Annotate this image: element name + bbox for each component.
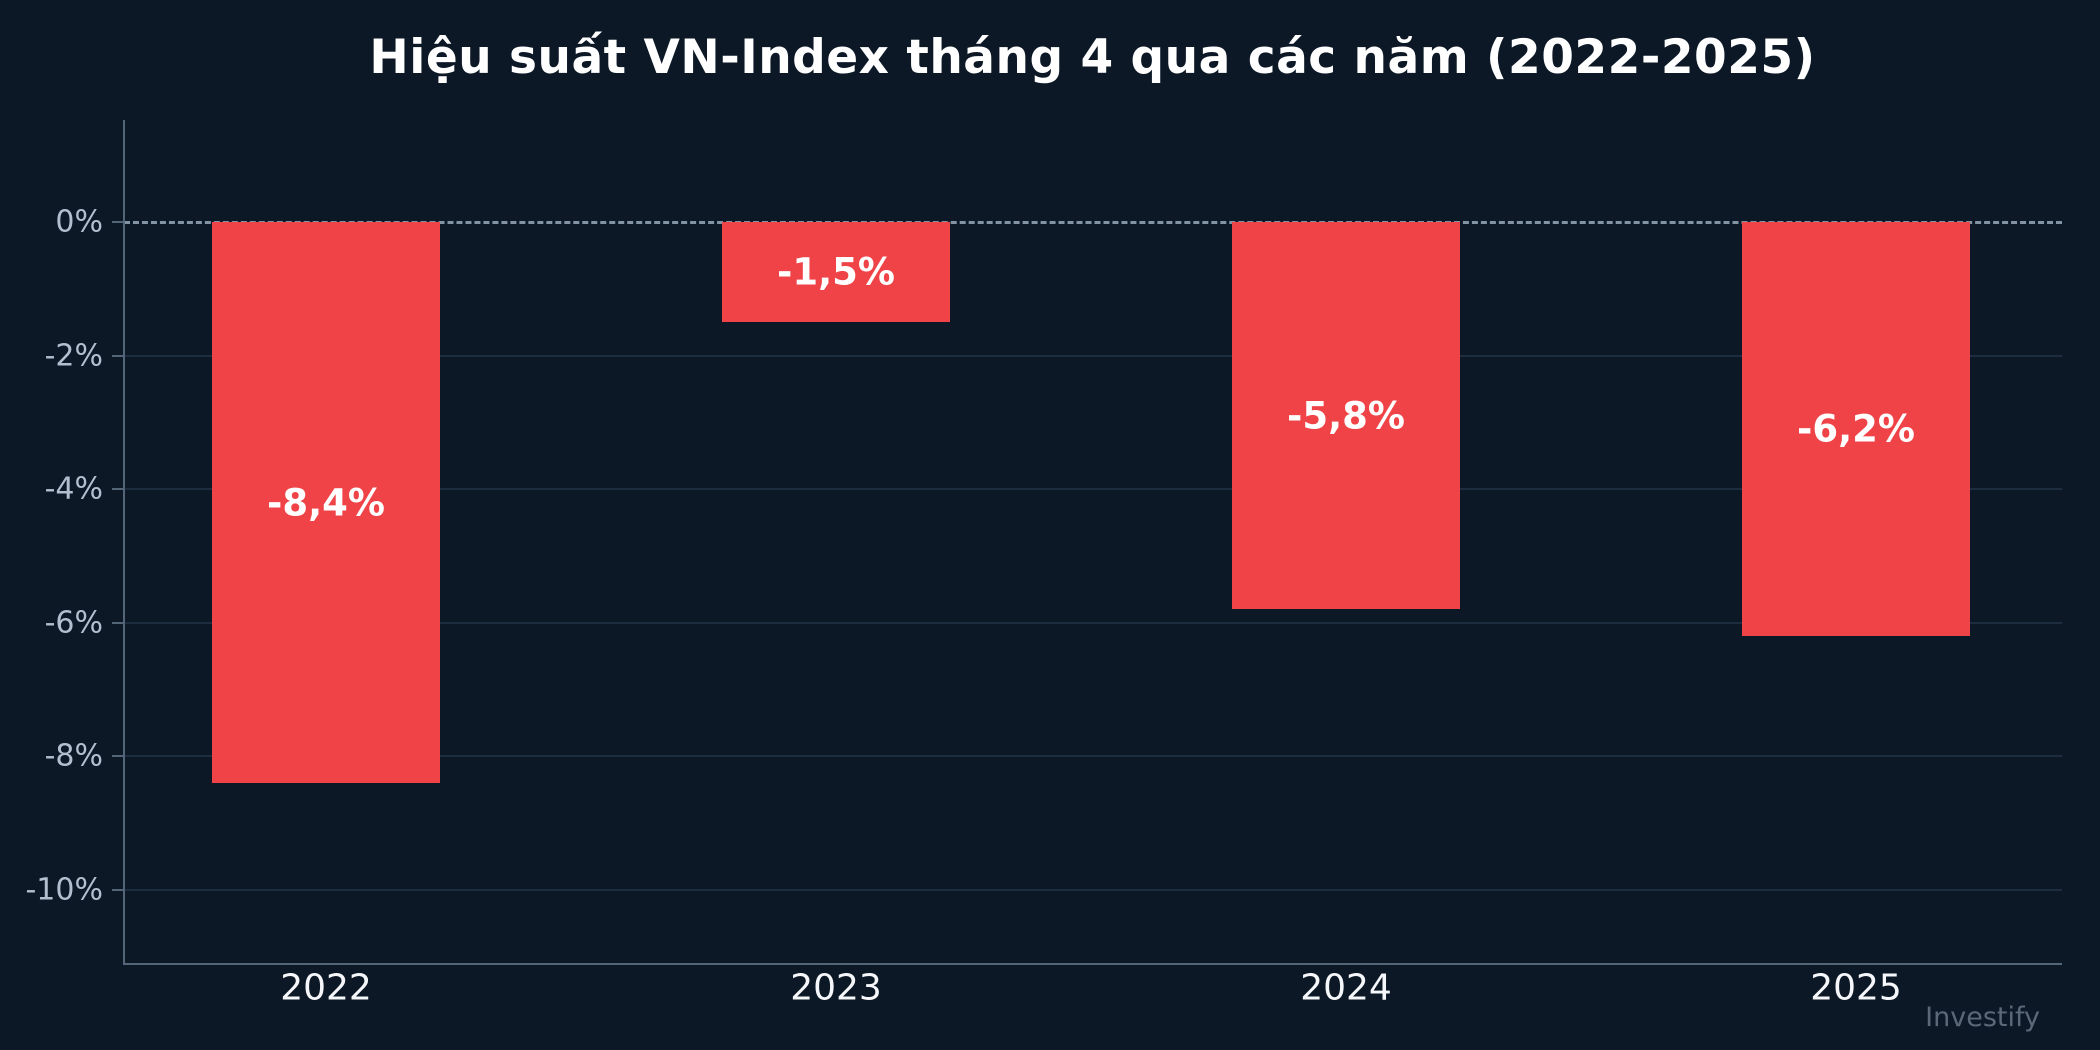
y-tick-mark	[112, 889, 123, 891]
bar-2022	[212, 222, 440, 784]
y-gridline	[124, 354, 2062, 357]
x-axis-label-2024: 2024	[1300, 967, 1392, 1009]
y-tick-mark	[112, 621, 123, 624]
y-tick-label: -6%	[44, 605, 103, 641]
y-tick-label: 0%	[55, 204, 103, 240]
y-tick-label: -2%	[44, 338, 103, 374]
bar-value-label: -6,2%	[1797, 407, 1915, 451]
zero-baseline	[124, 221, 2062, 224]
y-gridline	[124, 621, 2062, 624]
y-gridline	[124, 889, 2062, 891]
bar-value-label: -5,8%	[1287, 394, 1405, 438]
x-axis-label-2023: 2023	[790, 967, 882, 1009]
bar-value-label: -1,5%	[777, 250, 895, 294]
y-tick-mark	[112, 354, 123, 357]
y-tick-label: -10%	[25, 872, 103, 908]
y-gridline	[124, 755, 2062, 758]
x-axis-label-2025: 2025	[1810, 967, 1902, 1009]
y-tick-mark	[112, 488, 123, 491]
y-tick-mark	[112, 755, 123, 758]
x-axis-label-2022: 2022	[280, 967, 372, 1009]
bar-value-label: -8,4%	[267, 481, 385, 525]
bar-2025	[1742, 222, 1970, 637]
bar-2024	[1232, 222, 1460, 610]
watermark: Investify	[1925, 1002, 2040, 1033]
y-tick-mark	[112, 221, 123, 223]
y-axis-line	[123, 120, 125, 963]
chart-title: Hiệu suất VN-Index tháng 4 qua các năm (…	[369, 30, 1816, 85]
y-tick-label: -8%	[44, 738, 103, 774]
x-axis-line	[123, 963, 2062, 965]
bar-2023	[722, 222, 950, 323]
y-tick-label: -4%	[44, 471, 103, 507]
y-gridline	[124, 488, 2062, 491]
